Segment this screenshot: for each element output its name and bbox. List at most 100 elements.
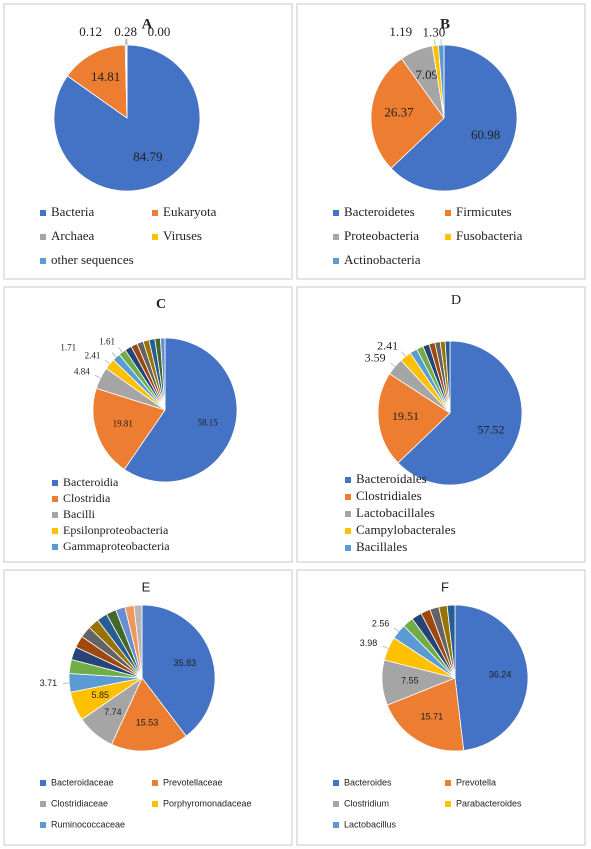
legend-label: Porphyromonadaceae — [163, 798, 252, 808]
chart-panel: 36.24 15.71 7.55 3.98 2.56 Bacteroides Prevote… — [296, 569, 586, 846]
data-label: 26.37 — [384, 105, 414, 120]
data-label: 15.71 — [421, 711, 444, 721]
legend-swatch — [40, 210, 46, 216]
legend-swatch — [345, 477, 351, 483]
legend-swatch — [52, 512, 58, 518]
data-label: 4.84 — [74, 367, 90, 377]
legend-swatch — [445, 234, 451, 240]
data-label: 0.12 — [79, 24, 102, 39]
legend-swatch — [52, 496, 58, 502]
chart-panel: 60.98 26.37 7.09 1.30 1.19 Bacteroidetes Firmi… — [296, 3, 586, 280]
chart-title: A — [142, 16, 153, 32]
chart-panel: 84.79 14.81 0.28 0.12 0.00 Bacteria Eukaryota A… — [3, 3, 293, 280]
data-label: 0.00 — [148, 24, 171, 39]
legend-label: Bacillales — [356, 539, 407, 554]
legend-swatch — [445, 780, 451, 786]
data-label: 60.98 — [471, 127, 500, 142]
data-label: 3.98 — [360, 638, 378, 648]
data-label: 14.81 — [91, 69, 120, 84]
pie-slice — [454, 604, 529, 751]
legend-label: Epsilonproteobacteria — [63, 523, 169, 537]
pie-slice — [386, 677, 465, 752]
chart-title: C — [156, 297, 166, 312]
data-label: 2.41 — [377, 339, 398, 353]
data-label: 1.30 — [423, 25, 446, 40]
chart-panel: 35.83 15.53 7.74 5.85 3.71 Bacteroidaceae Prev… — [3, 569, 293, 846]
legend-label: Bacteroidales — [356, 471, 427, 486]
leader-line — [390, 362, 396, 367]
data-label: 57.52 — [478, 422, 505, 436]
legend-swatch — [333, 210, 339, 216]
leader-line — [111, 352, 117, 358]
leader-line — [434, 39, 436, 46]
pie-slice — [66, 44, 128, 119]
data-label: 58.15 — [198, 417, 219, 427]
legend-swatch — [333, 801, 339, 807]
data-label: 7.55 — [401, 675, 419, 685]
legend-label: Eukaryota — [163, 204, 217, 219]
legend-label: other sequences — [51, 252, 134, 267]
legend-swatch — [333, 234, 339, 240]
chart-title: B — [440, 16, 450, 32]
data-label: 3.59 — [365, 351, 386, 365]
legend-label: Archaea — [51, 228, 95, 243]
pie-slice — [92, 387, 166, 470]
legend-swatch — [52, 480, 58, 486]
legend-label: Lactobacillus — [344, 819, 397, 829]
legend-swatch — [40, 822, 46, 828]
data-label: 19.51 — [392, 409, 419, 423]
chart-panel: 57.52 19.51 3.592.41 Bacteroidales Clostridi… — [296, 286, 586, 563]
pie-slice — [159, 337, 166, 411]
leader-line — [393, 627, 399, 632]
legend-label: Bacteroidaceae — [51, 777, 114, 787]
legend-swatch — [152, 234, 158, 240]
data-label: 2.56 — [372, 618, 390, 628]
legend-label: Parabacteroides — [456, 798, 522, 808]
pie-slice — [390, 44, 518, 192]
data-label: 84.79 — [133, 149, 162, 164]
pie-slice — [133, 604, 143, 679]
pie-slice — [141, 604, 216, 737]
legend-swatch — [345, 528, 351, 534]
legend-label: Bacteroidetes — [344, 204, 415, 219]
data-label: 1.61 — [99, 337, 115, 347]
data-label: 19.81 — [113, 419, 133, 429]
data-label: 15.53 — [136, 717, 159, 727]
pie-slice — [123, 337, 238, 483]
legend-label: Proteobacteria — [344, 228, 419, 243]
legend-swatch — [445, 210, 451, 216]
data-label: 36.24 — [489, 670, 512, 680]
legend-label: Fusobacteria — [456, 228, 523, 243]
pie-slice — [397, 340, 523, 486]
pie-slice — [437, 44, 445, 119]
pie-slice — [444, 340, 451, 414]
leader-line — [382, 645, 389, 649]
legend-label: Actinobacteria — [344, 252, 421, 267]
legend-swatch — [345, 511, 351, 517]
data-label: 1.71 — [60, 342, 76, 352]
legend-swatch — [152, 780, 158, 786]
legend-label: Viruses — [163, 228, 202, 243]
data-label: 7.09 — [415, 67, 438, 82]
legend-swatch — [333, 258, 339, 264]
legend-label: Bacteria — [51, 204, 95, 219]
data-label: 35.83 — [174, 658, 197, 668]
legend-label: Clostridia — [63, 491, 111, 505]
pie-slice — [111, 677, 187, 752]
legend-swatch — [40, 801, 46, 807]
legend-swatch — [333, 822, 339, 828]
legend-label: Lactobacillales — [356, 505, 435, 520]
legend-swatch — [40, 258, 46, 264]
pie-slice — [446, 604, 456, 679]
data-label: 7.74 — [104, 707, 122, 717]
data-label: 3.71 — [40, 678, 58, 688]
legend-swatch — [40, 780, 46, 786]
legend-label: Campylobacterales — [356, 522, 456, 537]
chart-title: D — [451, 293, 461, 308]
legend-swatch — [333, 780, 339, 786]
legend-swatch — [345, 545, 351, 551]
chart-title: F — [441, 579, 449, 594]
legend-label: Clostridium — [344, 798, 389, 808]
legend-swatch — [152, 210, 158, 216]
